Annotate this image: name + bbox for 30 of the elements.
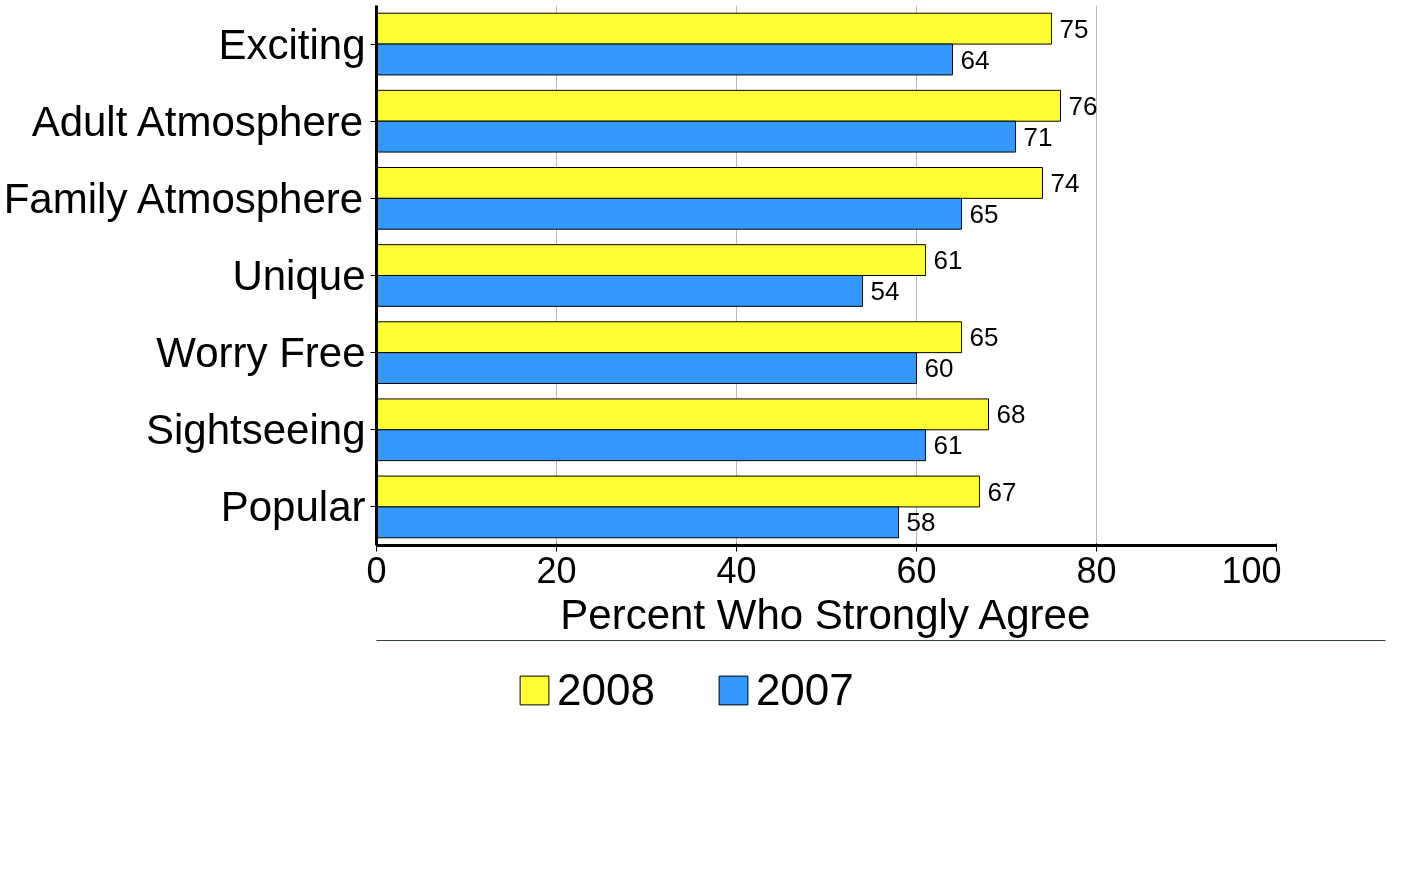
data-label: 67 [987, 476, 1017, 507]
data-label: 71 [1023, 121, 1053, 152]
legend-label: 2008 [557, 665, 655, 715]
y-tick-label: Exciting [218, 20, 366, 68]
legend-label: 2007 [755, 665, 854, 715]
data-label: 68 [996, 399, 1026, 430]
x-tick-label: 0 [366, 549, 387, 591]
data-label: 74 [1050, 167, 1080, 198]
x-tick-label: 20 [536, 549, 577, 591]
data-label: 75 [1059, 13, 1089, 44]
x-tick-label: 40 [716, 549, 757, 591]
y-tick-label: Adult Atmosphere [31, 97, 364, 145]
data-label: 54 [870, 275, 900, 306]
x-tick-label: 80 [1076, 549, 1117, 591]
data-label: 65 [969, 322, 999, 353]
y-tick-label: Worry Free [156, 329, 366, 377]
data-label: 58 [906, 507, 936, 538]
y-tick-label: Unique [232, 252, 366, 299]
y-tick-label: Popular [220, 483, 366, 531]
data-label: 64 [960, 44, 990, 75]
y-tick-label: Family Atmosphere [3, 174, 364, 222]
x-axis-title: Percent Who Strongly Agree [560, 590, 1091, 638]
data-label: 65 [969, 198, 999, 229]
x-tick-label: 100 [1221, 549, 1282, 591]
y-tick-label: Sightseeing [146, 406, 366, 454]
data-label: 60 [924, 353, 954, 384]
data-label: 61 [933, 245, 963, 276]
x-tick-label: 60 [896, 549, 937, 591]
data-label: 61 [933, 430, 963, 461]
data-label: 76 [1068, 90, 1098, 121]
